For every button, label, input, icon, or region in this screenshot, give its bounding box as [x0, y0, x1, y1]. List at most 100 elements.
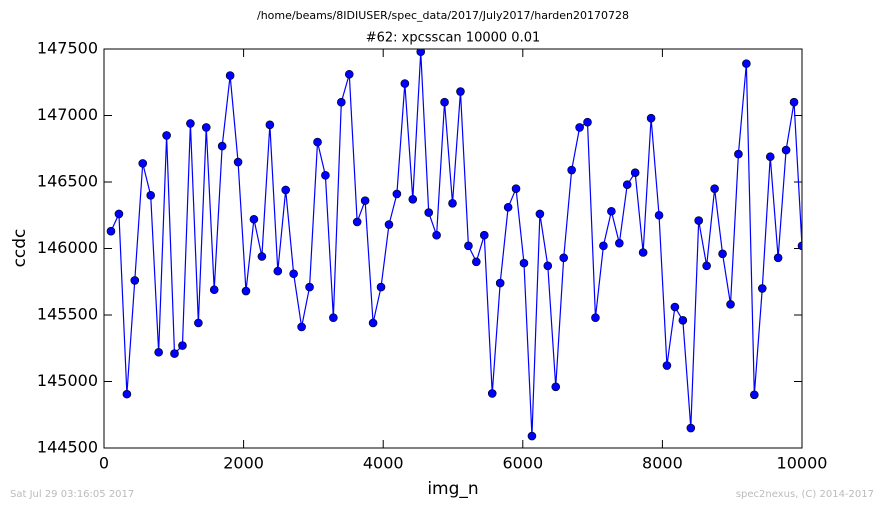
data-point: [662, 361, 672, 370]
x-tick-label: 2000: [223, 454, 264, 473]
data-point: [456, 87, 465, 96]
data-point: [495, 278, 505, 288]
footer-left: Sat Jul 29 03:16:05 2017: [10, 489, 134, 500]
y-tick-label: 145500: [37, 305, 98, 324]
data-point: [368, 318, 378, 328]
header: /home/beams/8IDIUSER/spec_data/2017/July…: [257, 9, 629, 22]
chart-title: #62: xpcsscan 10000 0.01: [366, 31, 541, 46]
data-point: [384, 220, 394, 229]
data-point: [225, 71, 235, 80]
data-point: [519, 258, 529, 268]
data-point: [416, 49, 426, 56]
data-point: [289, 269, 298, 279]
data-point: [646, 113, 656, 123]
data-point: [257, 252, 267, 261]
data-point: [527, 431, 537, 441]
x-tick-label: 6000: [502, 454, 543, 473]
data-point: [162, 131, 171, 140]
data-point: [106, 226, 116, 236]
data-point: [535, 209, 545, 219]
data-point: [329, 313, 338, 322]
data-point: [233, 157, 243, 167]
data-point: [424, 208, 434, 217]
data-point: [742, 59, 751, 68]
data-point: [710, 184, 719, 193]
data-point: [273, 266, 283, 276]
footer-right: spec2nexus, (C) 2014-2017: [736, 489, 874, 500]
data-point: [194, 318, 203, 328]
y-tick-label: 144500: [37, 438, 98, 457]
data-point: [630, 168, 640, 177]
data-point: [154, 347, 163, 357]
data-point: [360, 196, 370, 205]
x-tick-label: 8000: [642, 454, 683, 473]
data-point: [122, 389, 132, 399]
data-point: [138, 159, 148, 168]
y-tick-label: 145000: [37, 371, 98, 390]
data-point: [750, 390, 759, 400]
data-point: [392, 189, 402, 199]
data-point: [170, 349, 179, 358]
data-point: [408, 194, 418, 204]
data-point: [503, 202, 513, 212]
data-point: [201, 123, 211, 132]
data-point: [464, 241, 473, 251]
data-point: [583, 117, 592, 127]
data-point: [615, 238, 624, 248]
data-point: [591, 313, 600, 322]
x-tick-label: 10000: [777, 454, 828, 473]
data-point: [559, 253, 569, 263]
data-point: [543, 261, 553, 271]
data-point: [734, 149, 743, 159]
data-point: [487, 389, 497, 398]
data-point: [678, 316, 688, 325]
data-point: [638, 248, 648, 257]
data-point: [352, 217, 362, 227]
data-point: [241, 286, 251, 296]
y-tick-label: 146500: [37, 172, 98, 191]
x-axis-label: img_n: [427, 479, 478, 499]
y-axis-label: ccdc: [10, 229, 30, 268]
data-point: [249, 214, 259, 224]
data-point: [511, 184, 521, 193]
data-point: [702, 261, 711, 271]
data-point: [789, 97, 799, 107]
data-point: [694, 216, 703, 225]
data-point: [186, 119, 195, 128]
data-point: [551, 382, 561, 392]
data-point: [281, 185, 290, 195]
data-point: [479, 230, 489, 240]
data-point: [297, 322, 306, 332]
data-point: [575, 123, 584, 132]
data-point: [567, 165, 576, 175]
data-point: [472, 257, 481, 267]
data-point: [313, 137, 322, 147]
data-point: [209, 285, 219, 295]
data-point: [376, 282, 386, 292]
data-point: [726, 300, 735, 309]
data-point: [130, 276, 140, 285]
data-point: [337, 97, 346, 107]
data-point: [114, 209, 124, 219]
data-point: [178, 341, 187, 350]
y-tick-label: 146000: [37, 238, 98, 257]
data-point: [321, 171, 330, 180]
data-point: [432, 230, 441, 240]
data-line: [110, 51, 802, 437]
x-tick-label: 0: [99, 454, 109, 473]
data-point: [765, 152, 775, 162]
data-point: [773, 253, 783, 263]
data-point: [781, 145, 791, 155]
data-point: [305, 282, 314, 292]
data-point: [265, 120, 275, 130]
data-point: [757, 284, 767, 293]
data-point: [400, 79, 410, 88]
data-point: [146, 191, 155, 200]
data-point: [344, 69, 354, 79]
data-point: [797, 241, 802, 251]
data-point: [622, 180, 632, 189]
x-tick-label: 4000: [363, 454, 404, 473]
data-point: [440, 97, 449, 107]
